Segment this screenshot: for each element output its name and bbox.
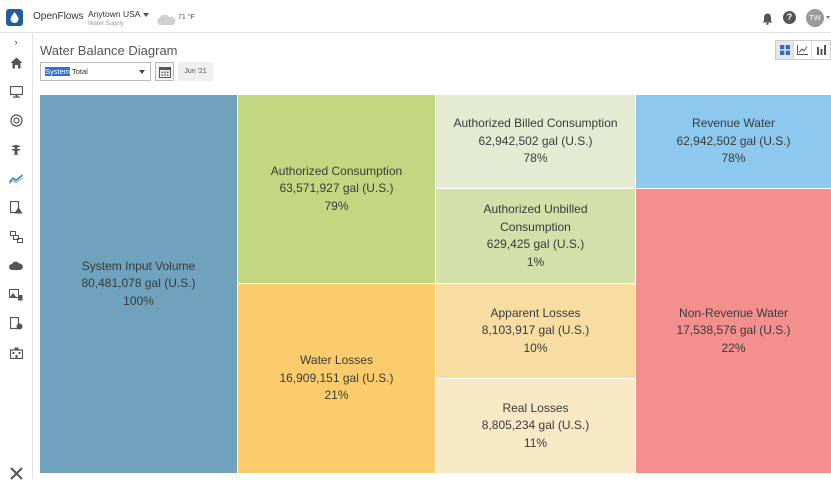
tile-name: Water Losses [300,353,373,368]
tile-water-losses[interactable]: Water Losses 16,909,151 gal (U.S.) 21% [238,284,435,473]
tile-non-revenue-water[interactable]: Non-Revenue Water 17,538,576 gal (U.S.) … [636,189,831,473]
calendar-icon [159,67,171,78]
hydrant-icon[interactable] [0,135,32,164]
tile-value: 80,481,078 gal (U.S.) [81,276,196,291]
top-bar: OpenFlows Anytown USA Water Supply 71 °F… [0,0,831,33]
doc-settings-icon[interactable] [0,309,32,338]
tile-apparent-losses[interactable]: Apparent Losses 8,103,917 gal (U.S.) 10% [436,284,635,378]
alert-doc-icon[interactable] [0,193,32,222]
tile-percent: 11% [523,435,548,450]
system-select-highlight: System [45,67,71,76]
system-select[interactable]: System Total [40,62,151,81]
tile-value: 16,909,151 gal (U.S.) [279,370,394,385]
tools-icon[interactable] [0,459,32,488]
tile-percent: 10% [523,340,548,355]
bell-icon[interactable] [762,12,773,30]
image-icon[interactable] [0,280,32,309]
month-label[interactable]: Jun '21 [178,62,213,81]
tile-percent: 78% [523,151,548,166]
temperature: 71 °F [178,14,195,21]
tile-real-losses[interactable]: Real Losses 8,805,234 gal (U.S.) 11% [436,379,635,473]
system-select-value: Total [70,67,88,76]
building-icon[interactable] [0,338,32,367]
tile-value: 8,103,917 gal (U.S.) [481,323,590,338]
grid-view-icon[interactable] [776,41,795,59]
chevron-down-icon[interactable] [826,16,830,19]
tile-name: Revenue Water [692,116,775,131]
calendar-button[interactable] [155,62,174,81]
location-selector[interactable]: Anytown USA [88,9,150,19]
tile-percent: 79% [324,198,349,213]
home-icon[interactable] [0,48,32,77]
tile-percent: 1% [526,254,545,269]
tile-percent: 21% [324,388,349,403]
app-logo-icon[interactable] [6,9,23,26]
chart-line-icon[interactable] [0,164,32,193]
tile-name: Real Losses [502,400,569,415]
tile-name: System Input Volume [81,258,196,273]
monitor-icon[interactable] [0,77,32,106]
tile-authorized-unbilled-consumption[interactable]: Authorized Unbilled Consumption 629,425 … [436,189,635,283]
meter-icon[interactable] [0,106,32,135]
tile-value: 62,942,502 gal (U.S.) [478,133,593,148]
tile-authorized-billed-consumption[interactable]: Authorized Billed Consumption 62,942,502… [436,95,635,188]
tile-revenue-water[interactable]: Revenue Water 62,942,502 gal (U.S.) 78% [636,95,831,188]
tile-system-input-volume[interactable]: System Input Volume 80,481,078 gal (U.S.… [40,95,237,473]
sidebar-expand-icon[interactable]: › [14,37,18,47]
app-name[interactable]: OpenFlows [33,11,84,22]
cloud-icon[interactable] [0,251,32,280]
cloud-icon [156,12,176,30]
line-chart-icon[interactable] [794,41,813,59]
map-icon[interactable] [0,222,32,251]
tile-value: 17,538,576 gal (U.S.) [676,323,791,338]
location-subtitle: Water Supply [88,21,124,27]
tile-authorized-consumption[interactable]: Authorized Consumption 63,571,927 gal (U… [238,95,435,283]
bar-chart-icon[interactable] [812,41,830,59]
avatar[interactable]: TW [806,9,824,27]
tile-value: 62,942,502 gal (U.S.) [676,133,791,148]
tile-name: Authorized Consumption [270,163,403,178]
help-icon[interactable]: ? [783,11,796,24]
sidebar: › [0,34,33,480]
tile-name: Apparent Losses [490,305,581,320]
tile-value: 63,571,927 gal (U.S.) [279,181,394,196]
tile-name: Non-Revenue Water [679,305,788,320]
tile-percent: 78% [721,151,746,166]
page-title: Water Balance Diagram [40,43,178,58]
tile-name: Authorized Billed Consumption [453,116,618,131]
view-toggle [775,40,831,60]
tile-value: 629,425 gal (U.S.) [486,237,585,251]
chevron-down-icon [143,12,150,17]
tile-value: 8,805,234 gal (U.S.) [481,418,590,433]
location-label: Anytown USA [88,9,141,19]
tile-percent: 22% [721,340,746,355]
tile-name: Authorized Unbilled Consumption [483,202,588,234]
tile-percent: 100% [123,293,154,308]
chevron-down-icon [139,70,145,74]
